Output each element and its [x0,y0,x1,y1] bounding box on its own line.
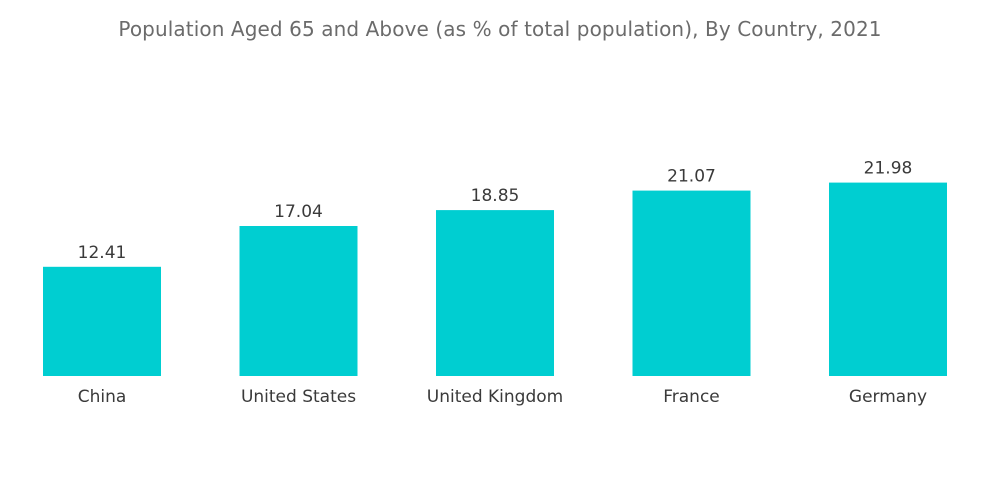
data-label: 17.04 [274,202,323,222]
bar-germany [829,182,947,376]
data-label: 18.85 [471,186,520,206]
chart-title: Population Aged 65 and Above (as % of to… [118,17,882,41]
x-tick-label: United States [241,387,356,407]
x-tick-label: China [78,387,127,407]
data-label: 12.41 [78,243,127,263]
data-label: 21.07 [667,167,716,187]
bar-united-kingdom [436,210,554,376]
bar-france [632,190,751,376]
x-tick-label: France [663,387,720,407]
data-label: 21.98 [864,159,913,179]
bar-china [43,266,161,376]
bar-united-states [239,226,358,376]
x-tick-label: United Kingdom [427,387,563,407]
x-tick-label: Germany [849,387,927,407]
